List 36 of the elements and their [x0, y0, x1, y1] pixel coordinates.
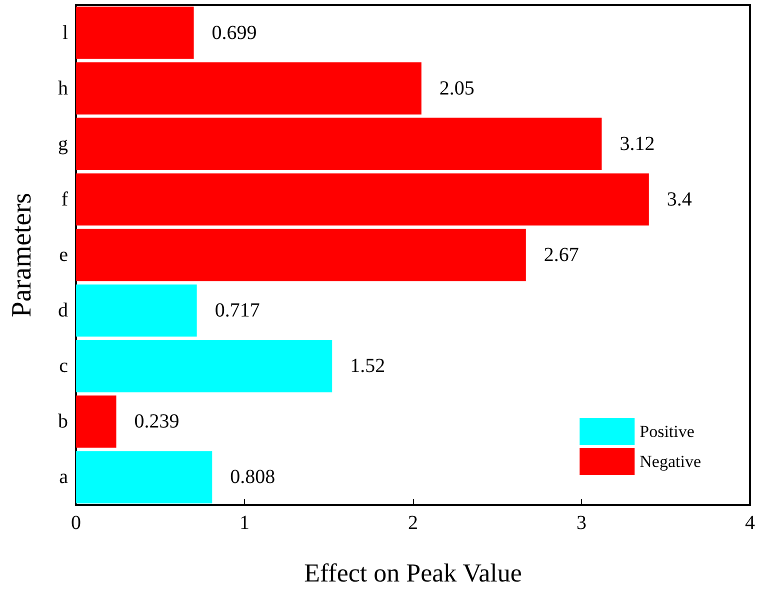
x-tick-label: 4 — [745, 512, 755, 534]
y-tick-label: b — [58, 410, 68, 433]
data-label: 3.12 — [620, 132, 655, 155]
y-tick-label: c — [59, 355, 68, 378]
x-tick-label: 2 — [408, 512, 418, 534]
data-label: 2.67 — [544, 244, 579, 266]
bar — [76, 118, 602, 170]
x-tick-label: 3 — [576, 512, 586, 534]
y-tick-label: f — [61, 188, 68, 210]
data-label: 0.239 — [134, 410, 180, 433]
legend-label: Negative — [640, 452, 701, 471]
x-tick-label: 1 — [240, 512, 250, 534]
bar — [76, 451, 212, 504]
bar — [76, 284, 197, 337]
data-label: 0.808 — [230, 466, 276, 488]
legend-label: Positive — [640, 422, 694, 441]
bar — [76, 62, 422, 114]
data-label: 3.4 — [666, 188, 692, 210]
y-tick-label: l — [62, 22, 68, 44]
y-tick-label: d — [58, 300, 68, 322]
y-tick-label: a — [59, 466, 68, 488]
data-label: 0.717 — [214, 300, 260, 322]
bar — [76, 6, 194, 59]
y-tick-label: e — [59, 244, 68, 266]
data-label: 2.05 — [439, 77, 474, 100]
bar — [76, 228, 526, 282]
bar — [76, 396, 116, 448]
x-tick-label: 0 — [71, 512, 81, 534]
data-label: 1.52 — [350, 355, 386, 378]
data-label: 0.699 — [212, 22, 257, 44]
bar — [76, 173, 649, 226]
y-tick-label: g — [58, 132, 68, 155]
bar — [76, 340, 332, 392]
x-axis-title: Effect on Peak Value — [304, 558, 522, 588]
y-axis-title: Parameters — [6, 192, 38, 318]
y-tick-label: h — [58, 77, 68, 100]
